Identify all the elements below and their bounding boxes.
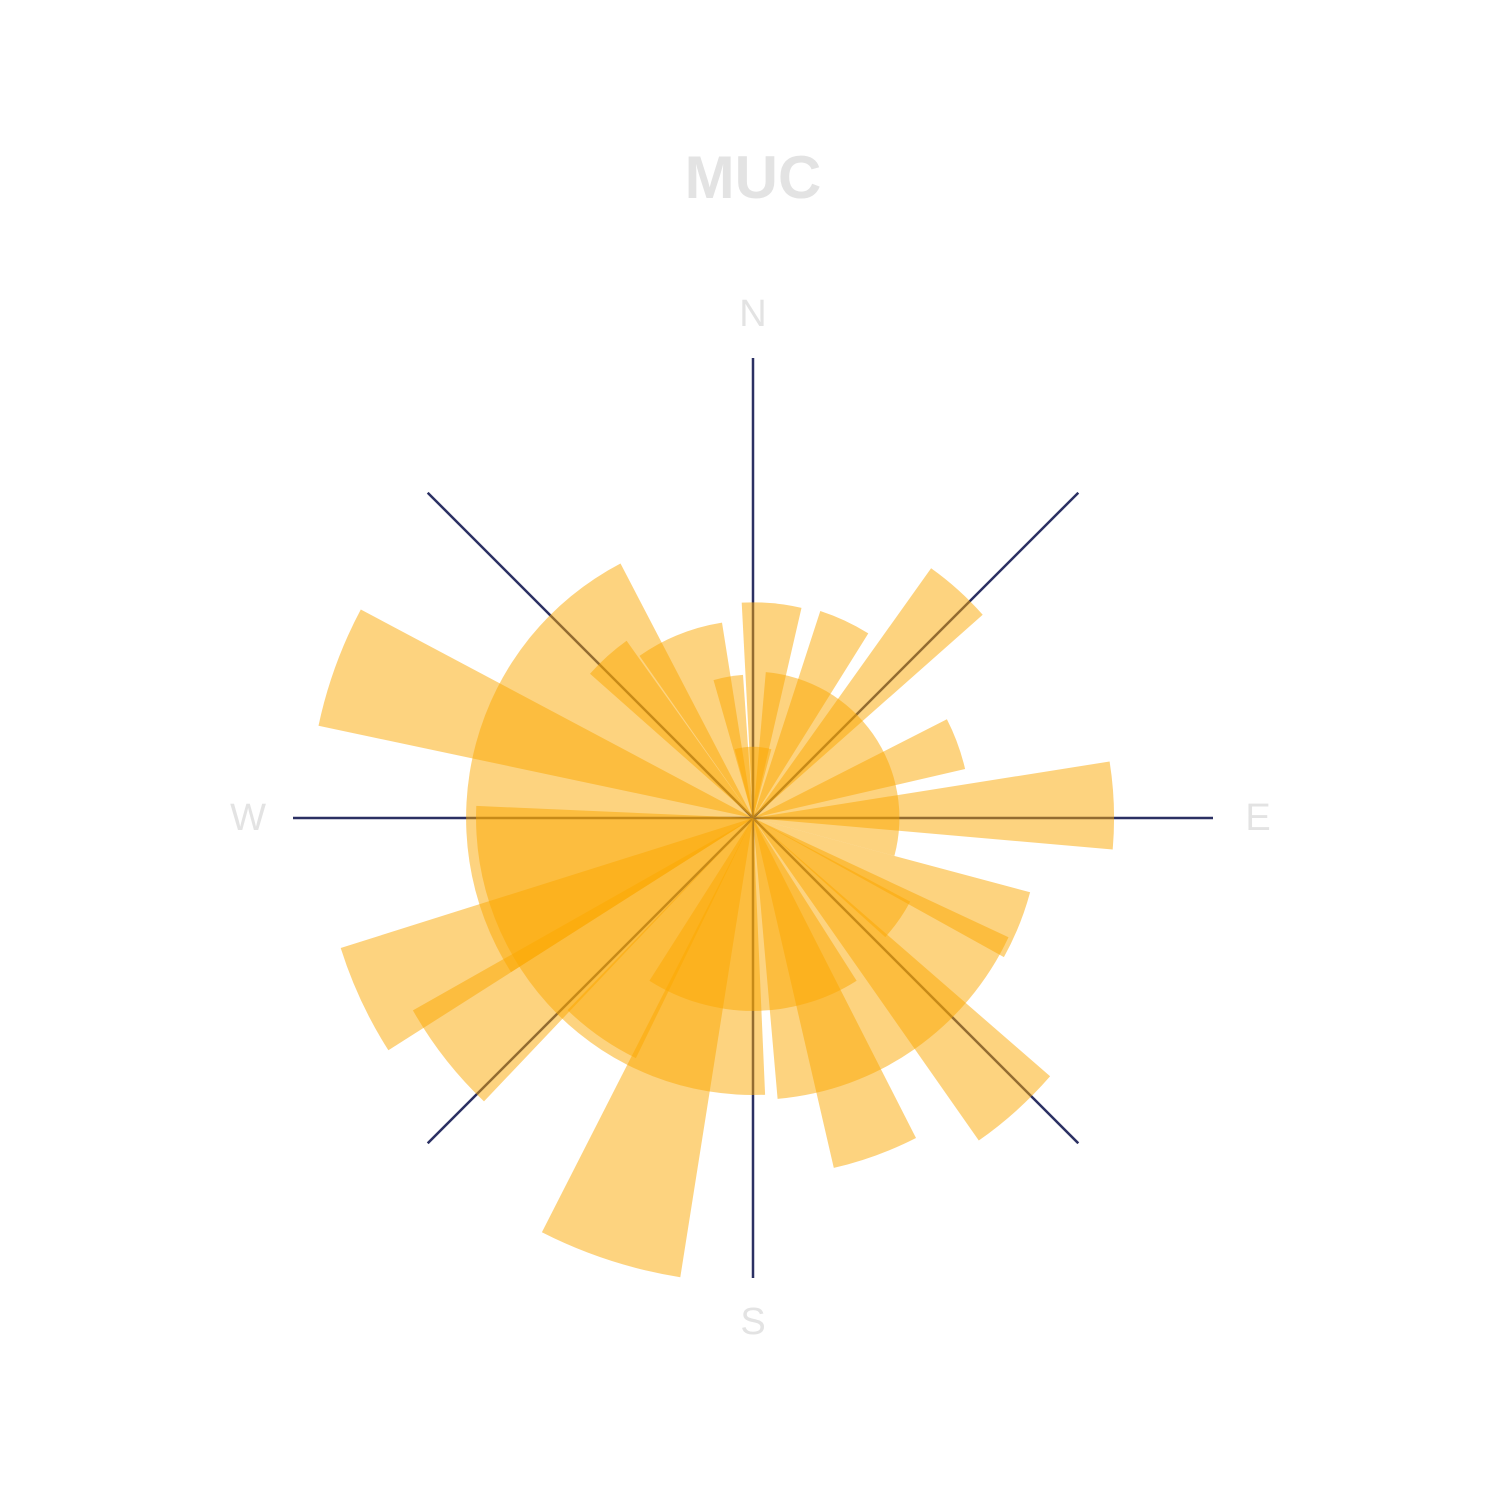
wedges (318, 563, 1115, 1278)
direction-label-east: E (1245, 797, 1270, 839)
direction-label-south: S (740, 1301, 765, 1343)
wind-wedge (753, 761, 1115, 850)
wind-wedge (753, 672, 900, 856)
chart-title: MUC (685, 144, 822, 211)
direction-label-north: N (739, 293, 766, 335)
direction-label-west: W (230, 797, 266, 839)
wind-wedge (466, 563, 753, 973)
wind-wedge (753, 818, 1009, 1099)
